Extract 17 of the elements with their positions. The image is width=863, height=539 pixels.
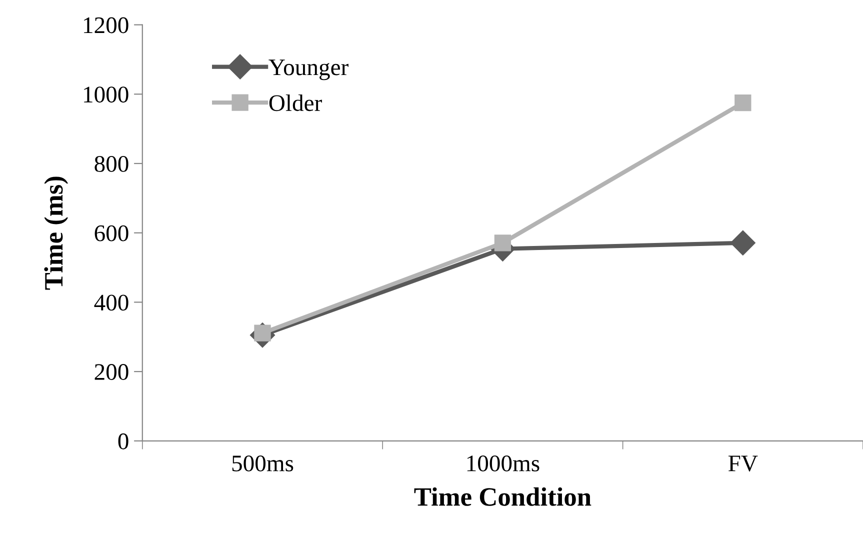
y-tick-label: 0: [118, 433, 128, 450]
y-tick-label: 200: [94, 364, 128, 380]
y-tick-label: 400: [94, 294, 128, 311]
y-tick-label: 800: [94, 156, 128, 172]
x-tick-label: 500ms: [232, 455, 294, 472]
point: [494, 234, 512, 252]
y-tick-label: 600: [94, 225, 128, 242]
point: [730, 230, 756, 256]
point: [734, 94, 752, 112]
x-tick-label: FV: [728, 456, 758, 472]
y-tick-label: 1000: [84, 86, 128, 103]
y-axis-title: Time (ms): [44, 176, 68, 290]
legend-label: Older: [269, 94, 322, 112]
x-axis-title: Time Condition: [414, 487, 592, 506]
y-tick-label: 1200: [84, 17, 128, 34]
legend-label: Younger: [268, 60, 348, 80]
x-tick-label: 1000ms: [467, 455, 540, 472]
